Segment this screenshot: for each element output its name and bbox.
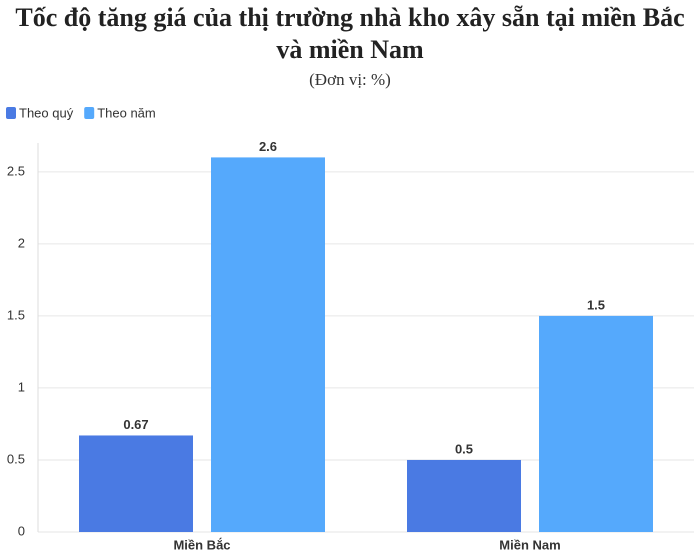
legend-swatch	[84, 107, 95, 119]
legend-label: Theo năm	[97, 105, 156, 120]
legend-swatch	[6, 107, 16, 119]
y-tick-label: 1	[18, 379, 25, 394]
data-label: 0.67	[123, 417, 148, 432]
x-tick-label: Miền Nam	[499, 537, 560, 552]
data-label: 0.5	[455, 441, 473, 456]
chart-subtitle: (Đơn vị: %)	[309, 70, 391, 89]
bar	[539, 315, 653, 532]
bar	[79, 435, 193, 532]
y-tick-label: 2	[18, 235, 25, 250]
y-tick-label: 0	[18, 523, 25, 538]
legend-label: Theo quý	[19, 105, 74, 120]
data-label: 1.5	[587, 297, 605, 312]
bar	[211, 157, 325, 532]
x-tick-label: Miền Bắc	[173, 537, 230, 552]
data-label: 2.6	[259, 139, 277, 154]
y-tick-label: 2.5	[7, 163, 25, 178]
bar	[407, 459, 521, 532]
chart-title: Tốc độ tăng giá của thị trường nhà kho x…	[15, 3, 685, 64]
y-tick-label: 1.5	[7, 307, 25, 322]
y-tick-label: 0.5	[7, 451, 25, 466]
